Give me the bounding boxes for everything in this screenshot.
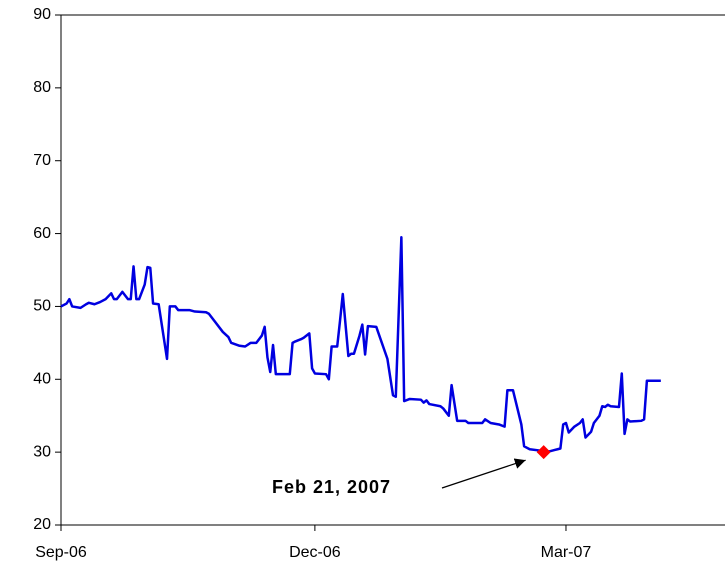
y-tick-label: 30 xyxy=(33,443,51,460)
y-tick-label: 90 xyxy=(33,6,51,23)
y-tick-label: 50 xyxy=(33,298,51,315)
y-tick-label: 80 xyxy=(33,79,51,96)
y-tick-label: 40 xyxy=(33,371,51,388)
y-tick-label: 20 xyxy=(33,516,51,533)
annotation: Feb 21, 2007 xyxy=(272,477,391,497)
y-tick-label: 70 xyxy=(33,152,51,169)
highlight-marker xyxy=(536,445,551,460)
y-tick-label: 60 xyxy=(33,225,51,242)
x-tick-label: Sep-06 xyxy=(35,544,87,561)
x-tick-label: Dec-06 xyxy=(289,544,341,561)
x-tick-label: Mar-07 xyxy=(541,544,592,561)
annotation-arrow xyxy=(441,458,526,489)
data-line xyxy=(60,235,661,454)
